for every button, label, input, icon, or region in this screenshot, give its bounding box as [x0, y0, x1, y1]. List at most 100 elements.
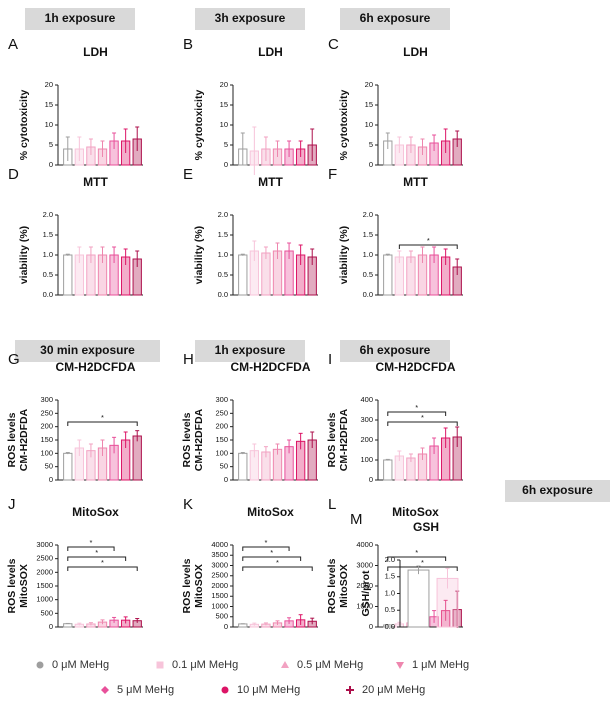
header: 1h exposure — [215, 343, 286, 357]
y-tick-label: 10 — [45, 120, 53, 129]
y-axis-label: ROS levels — [181, 412, 193, 467]
legend-marker — [281, 661, 289, 668]
legend-marker — [156, 661, 164, 669]
significance-label: * — [421, 558, 424, 567]
y-tick-label: 5 — [224, 140, 228, 149]
y-axis-label: viability (%) — [18, 226, 30, 284]
y-tick-label: 1.0 — [385, 588, 395, 597]
y-axis-label: MitoSOX — [193, 564, 205, 608]
significance-bracket — [67, 566, 138, 571]
y-tick-label: 100 — [360, 455, 373, 464]
y-axis-label: ROS levels — [181, 558, 193, 613]
significance-label: * — [101, 413, 104, 422]
bar — [383, 254, 393, 296]
y-tick-label: 0 — [369, 475, 373, 484]
y-tick-label: 2.0 — [43, 210, 53, 219]
header: 3h exposure — [215, 11, 286, 25]
y-tick-label: 0.5 — [363, 270, 373, 279]
panel-letter: I — [328, 351, 332, 368]
y-tick-label: 1500 — [36, 581, 53, 590]
y-tick-label: 300 — [40, 395, 53, 404]
y-tick-label: 500 — [40, 608, 53, 617]
y-tick-label: 1.5 — [385, 572, 395, 581]
y-tick-label: 2.0 — [218, 210, 228, 219]
header-box — [195, 8, 305, 30]
significance-bracket — [67, 546, 115, 551]
y-tick-label: 1.0 — [363, 250, 373, 259]
y-axis-label: ROS levels — [326, 558, 338, 613]
y-tick-label: 1000 — [211, 601, 228, 610]
panel-letter: F — [328, 166, 337, 183]
y-axis-label: CM-H2DFDA — [193, 408, 205, 471]
y-tick-label: 15 — [365, 100, 373, 109]
y-tick-label: 0 — [49, 622, 53, 631]
bar — [63, 452, 73, 481]
y-tick-label: 1000 — [356, 601, 373, 610]
y-tick-label: 500 — [215, 612, 228, 621]
significance-bracket — [67, 421, 138, 426]
significance-label: * — [264, 538, 267, 547]
panel-title: CM-H2DCFDA — [376, 360, 456, 374]
significance-bracket — [242, 556, 302, 561]
y-tick-label: 2000 — [36, 567, 53, 576]
y-tick-label: 4000 — [211, 540, 228, 549]
y-axis-label: ROS levels — [6, 412, 18, 467]
y-tick-label: 0 — [369, 622, 373, 631]
panel-title: MTT — [258, 175, 283, 189]
significance-label: * — [270, 548, 273, 557]
bar — [238, 452, 248, 481]
y-tick-label: 3000 — [211, 560, 228, 569]
y-tick-label: 4000 — [356, 540, 373, 549]
legend-label: 5 μM MeHg — [117, 684, 174, 696]
panel-letter: E — [183, 166, 193, 183]
panel-letter: J — [8, 496, 16, 513]
y-tick-label: 2000 — [211, 581, 228, 590]
y-tick-label: 20 — [365, 80, 373, 89]
y-tick-label: 250 — [40, 408, 53, 417]
y-axis-label: ROS levels — [326, 412, 338, 467]
significance-bracket — [387, 566, 458, 571]
header: 6h exposure — [522, 483, 593, 497]
y-tick-label: 0.5 — [218, 270, 228, 279]
y-axis-label: viability (%) — [338, 226, 350, 284]
y-tick-label: 20 — [45, 80, 53, 89]
legend-label: 1 μM MeHg — [412, 659, 469, 671]
bar — [63, 254, 73, 296]
y-tick-label: 3000 — [36, 540, 53, 549]
header-box — [340, 8, 450, 30]
y-axis-label: % cytotoxicity — [338, 90, 350, 161]
y-tick-label: 0.0 — [218, 290, 228, 299]
panel-title: MTT — [83, 175, 108, 189]
legend-label: 0.5 μM MeHg — [297, 659, 363, 671]
y-tick-label: 0 — [49, 475, 53, 484]
significance-label: * — [95, 548, 98, 557]
y-tick-label: 1.5 — [363, 230, 373, 239]
header-box — [505, 480, 610, 502]
significance-bracket — [387, 421, 458, 426]
y-tick-label: 150 — [40, 435, 53, 444]
header-box — [15, 340, 160, 362]
header-box — [340, 340, 450, 362]
y-tick-label: 20 — [220, 80, 228, 89]
y-axis-label: GSH/prot — [360, 570, 372, 617]
significance-label: * — [101, 558, 104, 567]
y-tick-label: 2.0 — [363, 210, 373, 219]
significance-bracket — [387, 556, 447, 561]
y-tick-label: 50 — [220, 462, 228, 471]
bar — [238, 254, 248, 296]
y-axis-label: CM-H2DFDA — [18, 408, 30, 471]
panel-title: CM-H2DCFDA — [56, 360, 136, 374]
legend-label: 10 μM MeHg — [237, 684, 300, 696]
y-tick-label: 150 — [215, 435, 228, 444]
y-tick-label: 0 — [369, 160, 373, 169]
significance-label: * — [89, 538, 92, 547]
header: 1h exposure — [45, 11, 116, 25]
legend-label: 0.1 μM MeHg — [172, 659, 238, 671]
y-tick-label: 1.5 — [218, 230, 228, 239]
panel-letter: M — [350, 511, 363, 528]
significance-bracket — [398, 244, 458, 249]
legend-marker — [101, 686, 109, 694]
panel-letter: D — [8, 166, 19, 183]
y-tick-label: 1000 — [36, 595, 53, 604]
